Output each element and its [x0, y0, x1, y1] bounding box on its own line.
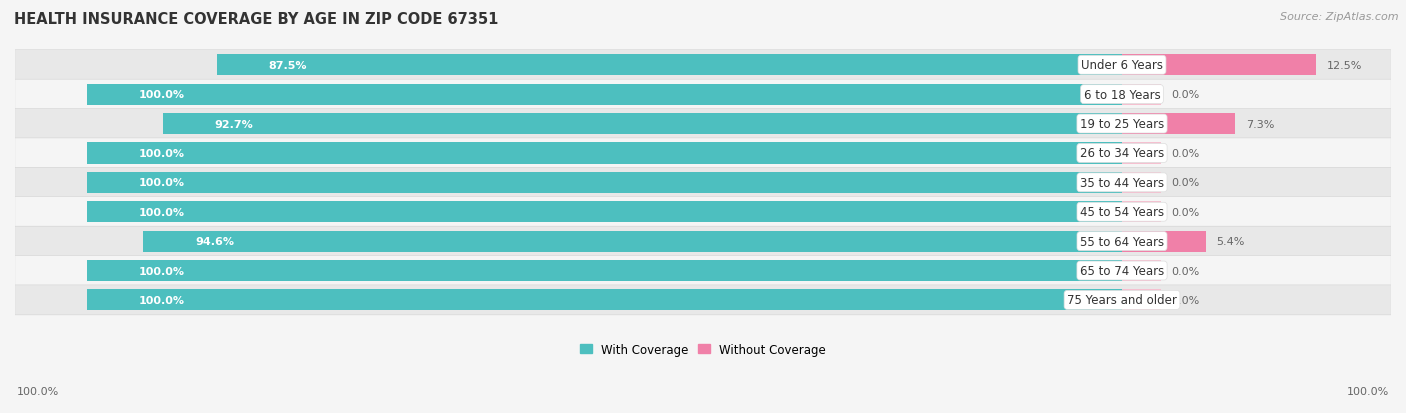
Text: 5.4%: 5.4%	[1216, 237, 1244, 247]
Text: 92.7%: 92.7%	[215, 119, 253, 129]
FancyBboxPatch shape	[15, 227, 1391, 256]
Text: 0.0%: 0.0%	[1171, 178, 1199, 188]
Text: 87.5%: 87.5%	[269, 61, 307, 71]
Text: HEALTH INSURANCE COVERAGE BY AGE IN ZIP CODE 67351: HEALTH INSURANCE COVERAGE BY AGE IN ZIP …	[14, 12, 499, 27]
FancyBboxPatch shape	[15, 80, 1391, 110]
FancyBboxPatch shape	[15, 139, 1391, 169]
Text: 100.0%: 100.0%	[139, 90, 186, 100]
Bar	[1122, 202, 1161, 223]
Text: Under 6 Years: Under 6 Years	[1081, 59, 1163, 72]
Bar	[1122, 55, 1316, 76]
Text: 6 to 18 Years: 6 to 18 Years	[1084, 88, 1160, 102]
Text: 19 to 25 Years: 19 to 25 Years	[1080, 118, 1164, 131]
Bar	[217, 55, 1122, 76]
Bar	[1122, 143, 1161, 164]
Text: Source: ZipAtlas.com: Source: ZipAtlas.com	[1281, 12, 1399, 22]
Text: 55 to 64 Years: 55 to 64 Years	[1080, 235, 1164, 248]
FancyBboxPatch shape	[15, 168, 1391, 198]
Bar	[87, 260, 1122, 281]
FancyBboxPatch shape	[15, 285, 1391, 315]
Bar	[1122, 260, 1161, 281]
Text: 65 to 74 Years: 65 to 74 Years	[1080, 264, 1164, 278]
Text: 100.0%: 100.0%	[139, 266, 186, 276]
Bar	[1122, 84, 1161, 105]
Text: 100.0%: 100.0%	[139, 207, 186, 217]
Text: 45 to 54 Years: 45 to 54 Years	[1080, 206, 1164, 219]
Text: 12.5%: 12.5%	[1326, 61, 1362, 71]
FancyBboxPatch shape	[15, 256, 1391, 286]
Bar	[1122, 290, 1161, 311]
Bar	[87, 202, 1122, 223]
Text: 35 to 44 Years: 35 to 44 Years	[1080, 176, 1164, 190]
Text: 0.0%: 0.0%	[1171, 207, 1199, 217]
Bar	[1122, 231, 1206, 252]
Text: 0.0%: 0.0%	[1171, 295, 1199, 305]
Bar	[1122, 114, 1236, 135]
Text: 26 to 34 Years: 26 to 34 Years	[1080, 147, 1164, 160]
Text: 100.0%: 100.0%	[139, 178, 186, 188]
Bar	[143, 231, 1122, 252]
FancyBboxPatch shape	[15, 109, 1391, 139]
Text: 100.0%: 100.0%	[139, 295, 186, 305]
FancyBboxPatch shape	[15, 197, 1391, 227]
Text: 75 Years and older: 75 Years and older	[1067, 294, 1177, 307]
Legend: With Coverage, Without Coverage: With Coverage, Without Coverage	[575, 338, 831, 361]
Text: 0.0%: 0.0%	[1171, 90, 1199, 100]
Bar	[87, 84, 1122, 105]
Text: 94.6%: 94.6%	[195, 237, 233, 247]
Bar	[1122, 172, 1161, 193]
Bar	[163, 114, 1122, 135]
Bar	[87, 172, 1122, 193]
Bar	[87, 290, 1122, 311]
Text: 0.0%: 0.0%	[1171, 149, 1199, 159]
Text: 100.0%: 100.0%	[1347, 387, 1389, 396]
Text: 100.0%: 100.0%	[17, 387, 59, 396]
Text: 7.3%: 7.3%	[1246, 119, 1274, 129]
FancyBboxPatch shape	[15, 51, 1391, 81]
Text: 0.0%: 0.0%	[1171, 266, 1199, 276]
Text: 100.0%: 100.0%	[139, 149, 186, 159]
Bar	[87, 143, 1122, 164]
